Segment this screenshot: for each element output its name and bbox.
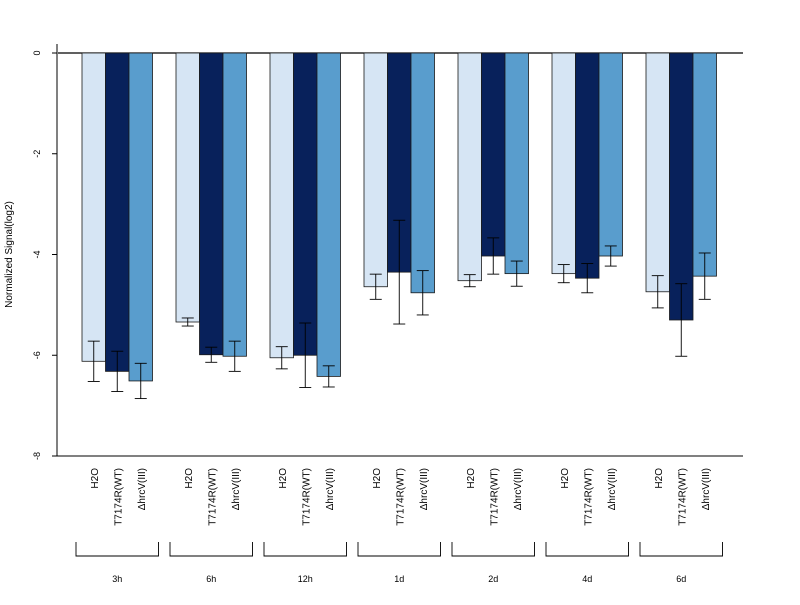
bar-series-label: T7174R(WT) <box>207 468 218 526</box>
bar-series-label: H2O <box>372 468 383 489</box>
bars-layer <box>81 52 717 382</box>
bar-series-label: ΔhrcV(III) <box>137 468 148 510</box>
group-bracket <box>75 542 159 557</box>
group-bracket <box>357 542 441 557</box>
bar-series-label: T7174R(WT) <box>677 468 688 526</box>
bar <box>481 52 506 257</box>
group-bracket <box>451 542 535 557</box>
bar <box>222 52 247 357</box>
bar <box>575 52 600 279</box>
bar <box>598 52 623 257</box>
bar-series-label: ΔhrcV(III) <box>231 468 242 510</box>
group-label: 4d <box>582 574 592 584</box>
bar <box>692 52 717 277</box>
bar <box>551 52 576 275</box>
bar <box>316 52 341 377</box>
bar-series-label: ΔhrcV(III) <box>513 468 524 510</box>
bar-series-label: ΔhrcV(III) <box>607 468 618 510</box>
bar-series-label: ΔhrcV(III) <box>419 468 430 510</box>
bar <box>105 52 130 372</box>
bar <box>645 52 670 293</box>
group-bracket <box>545 542 629 557</box>
bar <box>410 52 435 294</box>
bar <box>457 52 482 282</box>
bar-series-label: ΔhrcV(III) <box>701 468 712 510</box>
y-tick-label: 0 <box>32 50 42 55</box>
x-labels-layer: H2O T7174R(WT) ΔhrcV(III) H2O T7174R(WT) Δhrc… <box>90 468 712 526</box>
bar <box>504 52 529 275</box>
bar-series-label: H2O <box>560 468 571 489</box>
group-brackets-layer: 3h 6h 12h 1d 2d 4d 6d <box>75 542 723 584</box>
bar <box>363 52 388 288</box>
group-label: 2d <box>488 574 498 584</box>
group-label: 1d <box>394 574 404 584</box>
bar-series-label: H2O <box>654 468 665 489</box>
y-tick-label: -4 <box>32 250 42 258</box>
group-label: 12h <box>298 574 313 584</box>
y-axis-label: Normalized Signal(log2) <box>4 201 15 308</box>
bar <box>199 52 224 356</box>
error-bars-layer <box>87 219 711 400</box>
group-label: 6d <box>676 574 686 584</box>
y-tick-label: -6 <box>32 351 42 359</box>
bar-series-label: ΔhrcV(III) <box>325 468 336 510</box>
bar-series-label: T7174R(WT) <box>583 468 594 526</box>
bar <box>269 52 294 359</box>
group-bracket <box>639 542 723 557</box>
y-ticks: 0 -2 -4 -6 -8 <box>32 50 57 460</box>
bar-series-label: H2O <box>90 468 101 489</box>
bar <box>293 52 318 356</box>
group-label: 6h <box>206 574 216 584</box>
bar <box>81 52 106 362</box>
bar <box>128 52 153 382</box>
bar-series-label: T7174R(WT) <box>489 468 500 526</box>
group-bracket <box>263 542 347 557</box>
bar-series-label: H2O <box>184 468 195 489</box>
y-tick-label: -8 <box>32 452 42 460</box>
bar-series-label: H2O <box>278 468 289 489</box>
group-bracket <box>169 542 253 557</box>
bar-series-label: T7174R(WT) <box>395 468 406 526</box>
bar-series-label: T7174R(WT) <box>301 468 312 526</box>
group-label: 3h <box>112 574 122 584</box>
y-tick-label: -2 <box>32 150 42 158</box>
bar <box>669 52 694 321</box>
bar-series-label: T7174R(WT) <box>113 468 124 526</box>
bar-series-label: H2O <box>466 468 477 489</box>
bar <box>175 52 200 323</box>
